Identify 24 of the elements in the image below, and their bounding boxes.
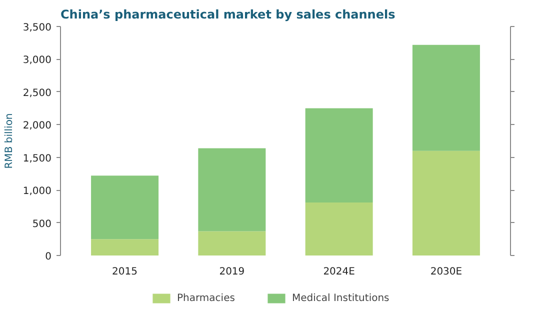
bar — [412, 150, 480, 256]
y-tick-label: 1,500 — [22, 153, 52, 164]
chart-title: China’s pharmaceutical market by sales channels — [60, 8, 396, 22]
bar — [412, 44, 480, 151]
bar — [305, 202, 373, 256]
legend-label: Medical Institutions — [292, 292, 390, 304]
bar — [198, 231, 266, 256]
y-tick-label: 2,500 — [22, 88, 52, 99]
y-tick-label: 3,500 — [22, 22, 52, 34]
y-axis-title: RMB billion — [4, 113, 15, 169]
y-tick-label: 500 — [32, 218, 52, 230]
bar — [91, 176, 159, 240]
y-tick-label: 3,000 — [22, 55, 52, 66]
x-tick-label: 2019 — [219, 266, 245, 278]
y-tick-label: 0 — [45, 252, 52, 262]
x-tick-label: 2030E — [430, 266, 462, 278]
y-tick-label: 1,000 — [22, 186, 52, 198]
x-tick-label: 2024E — [323, 266, 355, 278]
y-tick-label: 2,000 — [22, 120, 52, 132]
legend-label: Pharmacies — [177, 292, 235, 304]
bar — [198, 148, 266, 232]
bar — [91, 239, 159, 256]
x-tick-label: 2015 — [112, 266, 138, 278]
bar — [305, 108, 373, 203]
